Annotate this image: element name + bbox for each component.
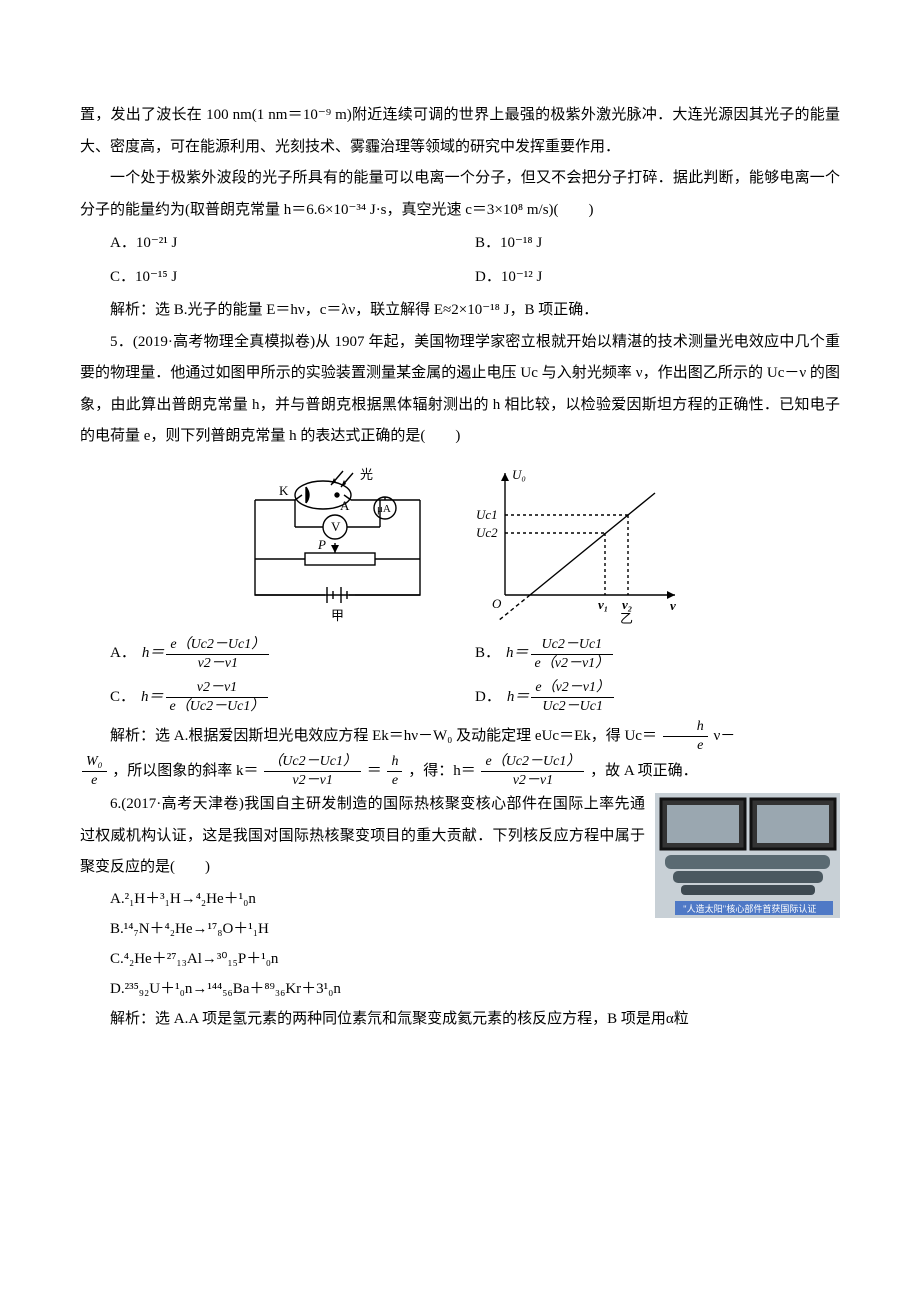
q6-photo-caption: "人造太阳"核心部件首获国际认证	[683, 903, 816, 914]
q6-opt-b: B.¹⁴₇N＋⁴₂He→¹⁷₈O＋¹₁H	[110, 914, 840, 944]
q6-block: "人造太阳"核心部件首获国际认证 6.(2017·高考天津卷)我国自主研发制造的…	[80, 789, 840, 1004]
q4-answer: 解析：选 B.光子的能量 E＝hν，c＝λν，联立解得 E≈2×10⁻¹⁸ J，…	[80, 295, 840, 327]
q5-opt-a: A． h＝ e（Uc2－Uc1） ν2－ν1	[110, 637, 475, 672]
label-V: V	[331, 519, 341, 534]
q5-ans-f4d: e	[387, 772, 402, 789]
q5-ans-t2a: ，所以图象的斜率 k＝	[112, 763, 258, 779]
q4-opt-d: D．10⁻¹² J	[475, 262, 840, 294]
q5-answer-line1: 解析：选 A.根据爱因斯坦光电效应方程 Ek＝hν－W₀ 及动能定理 eUc＝E…	[80, 719, 840, 754]
q5-ans-f3d: ν2－ν1	[264, 772, 361, 789]
q4-p1: 置，发出了波长在 100 nm(1 nm＝10⁻⁹ m)附近连续可调的世界上最强…	[80, 100, 840, 163]
q5-ans-t1b: ν－	[713, 728, 735, 744]
q4-options-row2: C．10⁻¹⁵ J D．10⁻¹² J	[80, 262, 840, 294]
q5-ans-f1d: e	[663, 737, 708, 754]
label-A: A	[340, 498, 350, 513]
frac-a: e（Uc2－Uc1） ν2－ν1	[164, 637, 271, 672]
q5-opt-d-label: D．	[475, 682, 501, 714]
frac-b-den: e（ν2－ν1）	[531, 655, 614, 672]
q5-circuit-svg: K A μA V P 光 甲	[235, 465, 440, 625]
q6-answer: 解析：选 A.A 项是氢元素的两种同位素氘和氚聚变成氦元素的核反应方程，B 项是…	[80, 1004, 840, 1036]
q5-ans-f5: e（Uc2－Uc1） ν2－ν1	[479, 754, 586, 789]
frac-c-den: e（Uc2－Uc1）	[166, 698, 269, 715]
label-Uc1: Uc1	[476, 507, 498, 522]
q5-stem: 5．(2019·高考物理全真模拟卷)从 1907 年起，美国物理学家密立根就开始…	[80, 327, 840, 453]
label-uA: μA	[377, 503, 391, 515]
q4-options-row1: A．10⁻²¹ J B．10⁻¹⁸ J	[80, 228, 840, 260]
q5-ans-t2b: ＝	[367, 763, 382, 779]
frac-c: ν2－ν1 e（Uc2－Uc1）	[164, 680, 271, 715]
q5-ans-f5d: ν2－ν1	[481, 772, 584, 789]
q5-ans-t2c: ，得：h＝	[408, 763, 476, 779]
frac-c-num: ν2－ν1	[166, 680, 269, 698]
frac-a-num: e（Uc2－Uc1）	[166, 637, 269, 655]
label-O: O	[492, 596, 502, 611]
label-v1: ν₁	[598, 597, 608, 612]
q5-ans-f4: h e	[385, 754, 404, 789]
q5-ans-t2d: ，故 A 项正确．	[590, 763, 698, 779]
q5-ans-f1n: h	[663, 719, 708, 737]
h-eq-c: h＝	[141, 682, 164, 714]
q4-opt-b: B．10⁻¹⁸ J	[475, 228, 840, 260]
caption-jia: 甲	[331, 608, 344, 623]
q5-ans-f1: h e	[661, 719, 710, 754]
axis-v: ν	[670, 598, 676, 613]
q4-opt-c: C．10⁻¹⁵ J	[110, 262, 475, 294]
frac-b: Uc2－Uc1 e（ν2－ν1）	[529, 637, 616, 672]
axis-U0: U₀	[512, 467, 526, 482]
label-v2: ν₂	[622, 597, 632, 612]
q5-options: A． h＝ e（Uc2－Uc1） ν2－ν1 B． h＝ Uc2－Uc1 e（ν…	[80, 633, 840, 719]
label-P: P	[317, 537, 326, 552]
q5-ans-f2: W₀ e	[80, 754, 109, 789]
label-Uc2: Uc2	[476, 525, 498, 540]
q5-ans-f4n: h	[387, 754, 402, 772]
q5-opt-c: C． h＝ ν2－ν1 e（Uc2－Uc1）	[110, 680, 475, 715]
label-K: K	[279, 483, 289, 498]
q4-p2: 一个处于极紫外波段的光子所具有的能量可以电离一个分子，但又不会把分子打碎．据此判…	[80, 163, 840, 226]
q5-ans-f5n: e（Uc2－Uc1）	[481, 754, 584, 772]
h-eq-b: h＝	[506, 638, 529, 670]
frac-b-num: Uc2－Uc1	[531, 637, 614, 655]
q5-opt-d: D． h＝ e（ν2－ν1） Uc2－Uc1	[475, 680, 840, 715]
label-light: 光	[360, 467, 373, 482]
q5-opt-b: B． h＝ Uc2－Uc1 e（ν2－ν1）	[475, 637, 840, 672]
q5-answer-line2: W₀ e ，所以图象的斜率 k＝ （Uc2－Uc1） ν2－ν1 ＝ h e ，…	[80, 754, 840, 789]
q6-opt-d: D.²³⁵₉₂U＋¹₀n→¹⁴⁴₅₆Ba＋⁸⁹₃₆Kr＋3¹₀n	[110, 974, 840, 1004]
q5-ans-f3n: （Uc2－Uc1）	[264, 754, 361, 772]
q6-photo: "人造太阳"核心部件首获国际认证	[655, 793, 840, 918]
frac-a-den: ν2－ν1	[166, 655, 269, 672]
frac-d-den: Uc2－Uc1	[531, 698, 614, 715]
frac-d-num: e（ν2－ν1）	[531, 680, 614, 698]
q5-ans-t1: 解析：选 A.根据爱因斯坦光电效应方程 Ek＝hν－W₀ 及动能定理 eUc＝E…	[110, 728, 657, 744]
q5-ans-f2n: W₀	[82, 754, 107, 772]
h-eq-d: h＝	[507, 682, 530, 714]
q5-ans-f2d: e	[82, 772, 107, 789]
q5-opt-b-label: B．	[475, 638, 500, 670]
q5-figures: K A μA V P 光 甲 U₀ Uc1	[80, 465, 840, 625]
q6-opt-c: C.⁴₂He＋²⁷₁₃Al→³⁰₁₅P＋¹₀n	[110, 944, 840, 974]
h-eq-a: h＝	[142, 638, 165, 670]
q5-graph-svg: U₀ Uc1 Uc2 O ν₁ ν₂ ν 乙	[470, 465, 685, 625]
q5-opt-c-label: C．	[110, 682, 135, 714]
q5-ans-f3: （Uc2－Uc1） ν2－ν1	[262, 754, 363, 789]
frac-d: e（ν2－ν1） Uc2－Uc1	[529, 680, 616, 715]
caption-yi: 乙	[620, 611, 633, 625]
q5-opt-a-label: A．	[110, 638, 136, 670]
q4-opt-a: A．10⁻²¹ J	[110, 228, 475, 260]
